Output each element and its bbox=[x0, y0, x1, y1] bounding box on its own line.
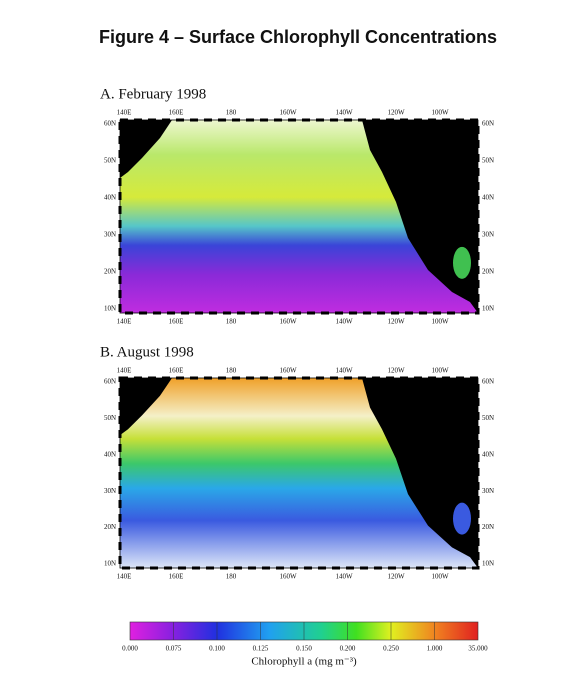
land-asia bbox=[120, 120, 172, 178]
gulf-water bbox=[453, 502, 471, 535]
colorbar-tick-label: 0.150 bbox=[296, 645, 312, 653]
colorbar-tick-label: 0.000 bbox=[122, 645, 138, 653]
gulf-water bbox=[453, 246, 471, 279]
panel-label: A. February 1998 bbox=[100, 86, 206, 102]
colorbar-tick-label: 0.075 bbox=[166, 645, 182, 653]
left-tick-label: 30N bbox=[104, 487, 116, 495]
bottom-tick-label: 100W bbox=[431, 318, 449, 326]
right-tick-label: 50N bbox=[482, 157, 494, 165]
right-tick-label: 40N bbox=[482, 194, 494, 202]
left-tick-label: 30N bbox=[104, 231, 116, 239]
colorbar-tick-label: 0.100 bbox=[209, 645, 225, 653]
land-north-america bbox=[362, 378, 478, 568]
right-tick-label: 60N bbox=[482, 378, 494, 386]
map-frame-inner bbox=[119, 377, 479, 569]
bottom-tick-label: 140W bbox=[335, 573, 353, 581]
bottom-tick-label: 180 bbox=[226, 318, 237, 326]
right-tick-label: 30N bbox=[482, 487, 494, 495]
bottom-tick-label: 180 bbox=[226, 573, 237, 581]
bottom-tick-label: 140W bbox=[335, 318, 353, 326]
left-tick-label: 40N bbox=[104, 194, 116, 202]
left-tick-label: 20N bbox=[104, 268, 116, 276]
top-tick-label: 140E bbox=[117, 109, 132, 117]
right-tick-label: 10N bbox=[482, 305, 494, 313]
map-frame-inner bbox=[119, 119, 479, 314]
bottom-tick-label: 120W bbox=[387, 318, 405, 326]
top-tick-label: 160W bbox=[279, 109, 297, 117]
top-tick-label: 120W bbox=[387, 109, 405, 117]
figure-title: Figure 4 – Surface Chlorophyll Concentra… bbox=[99, 27, 497, 47]
right-tick-label: 20N bbox=[482, 523, 494, 531]
colorbar-tick-label: 1.000 bbox=[427, 645, 443, 653]
left-tick-label: 50N bbox=[104, 414, 116, 422]
left-tick-label: 10N bbox=[104, 305, 116, 313]
top-tick-label: 160W bbox=[279, 367, 297, 375]
top-tick-label: 180 bbox=[226, 109, 237, 117]
top-tick-label: 160E bbox=[169, 367, 184, 375]
colorbar-tick-label: 35.000 bbox=[468, 645, 488, 653]
left-tick-label: 60N bbox=[104, 378, 116, 386]
bottom-tick-label: 160E bbox=[169, 573, 184, 581]
bottom-tick-label: 100W bbox=[431, 573, 449, 581]
left-tick-label: 10N bbox=[104, 560, 116, 568]
bottom-tick-label: 140E bbox=[117, 573, 132, 581]
top-tick-label: 180 bbox=[226, 367, 237, 375]
top-tick-label: 100W bbox=[431, 109, 449, 117]
top-tick-label: 120W bbox=[387, 367, 405, 375]
top-tick-label: 100W bbox=[431, 367, 449, 375]
left-tick-label: 50N bbox=[104, 157, 116, 165]
right-tick-label: 60N bbox=[482, 120, 494, 128]
bottom-tick-label: 160W bbox=[279, 573, 297, 581]
right-tick-label: 10N bbox=[482, 560, 494, 568]
bottom-tick-label: 120W bbox=[387, 573, 405, 581]
right-tick-label: 20N bbox=[482, 268, 494, 276]
land-north-america bbox=[362, 120, 478, 313]
bottom-tick-label: 140E bbox=[117, 318, 132, 326]
bottom-tick-label: 160E bbox=[169, 318, 184, 326]
panel-label: B. August 1998 bbox=[100, 344, 194, 360]
top-tick-label: 140W bbox=[335, 109, 353, 117]
left-tick-label: 20N bbox=[104, 523, 116, 531]
colorbar-tick-label: 0.200 bbox=[340, 645, 356, 653]
right-tick-label: 30N bbox=[482, 231, 494, 239]
right-tick-label: 50N bbox=[482, 414, 494, 422]
right-tick-label: 40N bbox=[482, 450, 494, 458]
land-asia bbox=[120, 378, 172, 436]
colorbar-tick-label: 0.250 bbox=[383, 645, 399, 653]
top-tick-label: 160E bbox=[169, 109, 184, 117]
bottom-tick-label: 160W bbox=[279, 318, 297, 326]
top-tick-label: 140W bbox=[335, 367, 353, 375]
top-tick-label: 140E bbox=[117, 367, 132, 375]
left-tick-label: 60N bbox=[104, 120, 116, 128]
colorbar-label: Chlorophyll a (mg m⁻³) bbox=[251, 656, 357, 668]
colorbar-tick-label: 0.125 bbox=[253, 645, 269, 653]
left-tick-label: 40N bbox=[104, 450, 116, 458]
